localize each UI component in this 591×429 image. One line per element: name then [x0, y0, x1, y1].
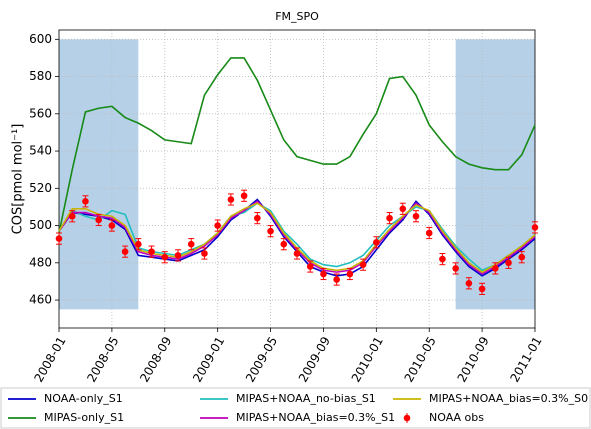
obs-point — [214, 222, 221, 229]
legend-label: NOAA obs — [429, 411, 484, 424]
obs-point — [531, 224, 539, 231]
y-tick-label: 460 — [29, 293, 52, 307]
obs-point — [121, 248, 129, 255]
y-tick-label: 560 — [29, 106, 52, 120]
obs-point — [439, 255, 446, 263]
obs-point — [254, 214, 261, 222]
y-tick-label: 480 — [29, 255, 52, 269]
obs-point — [425, 229, 433, 237]
y-axis-label: COS[pmol mol⁻¹] — [11, 124, 26, 235]
legend-label: MIPAS+NOAA_no-bias_S1 — [236, 392, 376, 405]
x-tick-label: 2009-05 — [243, 334, 280, 384]
series-line — [58, 57, 536, 234]
obs-point — [399, 205, 407, 213]
obs-point — [227, 196, 235, 203]
x-tick-label: 2008-01 — [31, 334, 68, 384]
obs-point — [135, 240, 142, 248]
obs-point — [373, 239, 380, 246]
x-tick-label: 2010-09 — [455, 334, 492, 384]
x-tick-label: 2009-01 — [190, 334, 227, 384]
obs-point — [320, 270, 327, 278]
obs-point — [201, 250, 208, 257]
x-tick-label: 2008-05 — [84, 334, 121, 384]
obs-point — [174, 252, 182, 259]
obs-point — [293, 250, 301, 257]
obs-point — [346, 270, 354, 278]
x-tick-label: 2008-09 — [137, 334, 174, 384]
obs-point — [187, 240, 195, 248]
x-tick-label: 2010-01 — [349, 334, 386, 384]
obs-point — [161, 253, 169, 261]
legend-label: MIPAS+NOAA_bias=0.3%_S1 — [236, 411, 395, 424]
chart-title: FM_SPO — [275, 10, 319, 23]
shaded-region — [59, 39, 139, 310]
legend-label: MIPAS-only_S1 — [44, 411, 124, 424]
y-tick-label: 540 — [29, 144, 52, 158]
obs-point — [267, 227, 274, 235]
obs-point — [492, 265, 499, 272]
obs-point — [412, 212, 420, 220]
obs-point — [505, 259, 512, 267]
obs-point — [518, 253, 526, 261]
obs-point — [68, 212, 76, 220]
obs-point — [465, 280, 473, 287]
obs-point — [478, 285, 486, 293]
obs-point — [333, 276, 340, 283]
obs-point — [280, 240, 288, 248]
obs-point — [452, 265, 459, 272]
plot-frame — [58, 29, 536, 329]
legend-label: MIPAS+NOAA_bias=0.3%_S0 — [429, 392, 588, 405]
legend-swatch — [403, 414, 411, 422]
y-tick-label: 500 — [29, 218, 52, 232]
obs-point — [306, 263, 314, 270]
obs-point — [386, 214, 393, 222]
obs-point — [55, 235, 63, 242]
y-tick-label: 580 — [29, 69, 52, 83]
obs-point — [95, 216, 102, 224]
x-tick-label: 2011-01 — [507, 334, 544, 384]
x-tick-label: 2010-05 — [402, 334, 439, 384]
obs-point — [240, 192, 248, 200]
obs-point — [359, 261, 367, 268]
legend-label: NOAA-only_S1 — [44, 392, 123, 405]
y-tick-label: 520 — [29, 181, 52, 195]
obs-point — [108, 222, 116, 229]
y-tick-label: 600 — [29, 32, 52, 46]
x-tick-label: 2009-09 — [296, 334, 333, 384]
obs-point — [148, 248, 155, 255]
legend-box — [0, 387, 591, 429]
obs-point — [82, 198, 89, 205]
